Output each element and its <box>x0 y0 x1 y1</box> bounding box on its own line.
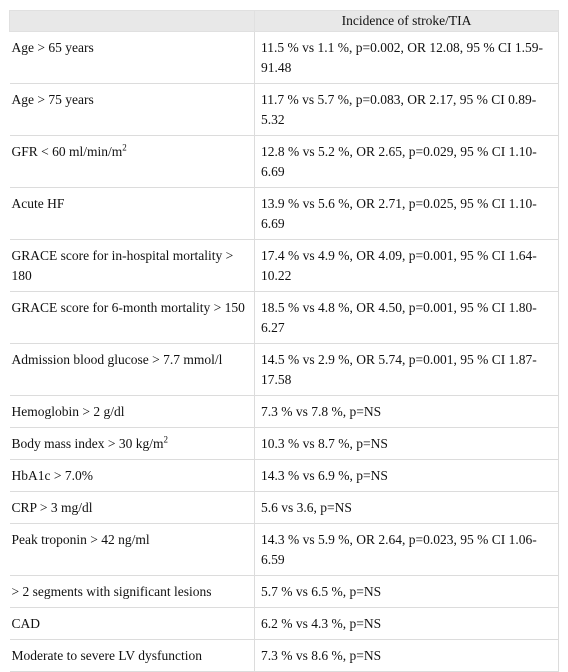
header-incidence-cell: Incidence of stroke/TIA <box>254 10 559 32</box>
row-label: GRACE score for in-hospital mortality > … <box>11 248 234 283</box>
row-label-cell: GFR < 60 ml/min/m2 <box>9 135 255 188</box>
row-value-cell: 7.3 % vs 8.6 %, p=NS <box>254 639 559 672</box>
header-variable-cell <box>9 10 255 32</box>
row-value-cell: 12.8 % vs 5.2 %, OR 2.65, p=0.029, 95 % … <box>254 135 559 188</box>
row-value-cell: 5.6 vs 3.6, p=NS <box>254 491 559 524</box>
row-label-cell: CRP > 3 mg/dl <box>9 491 255 524</box>
row-value-cell: 11.5 % vs 1.1 %, p=0.002, OR 12.08, 95 %… <box>254 31 559 84</box>
row-value-cell: 13.9 % vs 5.6 %, OR 2.71, p=0.025, 95 % … <box>254 187 559 240</box>
row-label: Body mass index > 30 kg/m <box>11 436 164 451</box>
row-label-cell: HbA1c > 7.0% <box>9 459 255 492</box>
row-label-cell: Body mass index > 30 kg/m2 <box>9 427 255 460</box>
row-label: GRACE score for 6-month mortality > 150 <box>11 300 245 315</box>
row-label-cell: CAD <box>9 607 255 640</box>
row-label: Age > 65 years <box>11 40 94 55</box>
row-label: Admission blood glucose > 7.7 mmol/l <box>11 352 223 367</box>
row-label-cell: Age > 65 years <box>9 31 255 84</box>
row-value-cell: 11.7 % vs 5.7 %, p=0.083, OR 2.17, 95 % … <box>254 83 559 136</box>
row-value-cell: 18.5 % vs 4.8 %, OR 4.50, p=0.001, 95 % … <box>254 291 559 344</box>
row-value-cell: 17.4 % vs 4.9 %, OR 4.09, p=0.001, 95 % … <box>254 239 559 292</box>
table-row: GRACE score for in-hospital mortality > … <box>9 239 559 292</box>
row-value-cell: 14.3 % vs 6.9 %, p=NS <box>254 459 559 492</box>
row-value-cell: 7.3 % vs 7.8 %, p=NS <box>254 395 559 428</box>
row-label: Hemoglobin > 2 g/dl <box>11 404 125 419</box>
row-label: Age > 75 years <box>11 92 94 107</box>
row-label: > 2 segments with significant lesions <box>11 584 212 599</box>
table-body: Age > 65 years 11.5 % vs 1.1 %, p=0.002, … <box>9 31 559 672</box>
row-label-cell: Acute HF <box>9 187 255 240</box>
row-label-superscript: 2 <box>122 142 127 153</box>
row-label-cell: > 2 segments with significant lesions <box>9 575 255 608</box>
row-label: Moderate to severe LV dysfunction <box>11 648 202 663</box>
row-label: HbA1c > 7.0% <box>11 468 93 483</box>
stroke-incidence-table: Incidence of stroke/TIA Age > 65 years 11… <box>9 10 559 672</box>
table-row: Hemoglobin > 2 g/dl 7.3 % vs 7.8 %, p=NS <box>9 395 559 428</box>
row-value-cell: 6.2 % vs 4.3 %, p=NS <box>254 607 559 640</box>
row-label-cell: GRACE score for in-hospital mortality > … <box>9 239 255 292</box>
row-label-cell: GRACE score for 6-month mortality > 150 <box>9 291 255 344</box>
row-label-cell: Age > 75 years <box>9 83 255 136</box>
table-row: GFR < 60 ml/min/m2 12.8 % vs 5.2 %, OR 2.… <box>9 135 559 188</box>
row-value-cell: 10.3 % vs 8.7 %, p=NS <box>254 427 559 460</box>
table-row: Acute HF 13.9 % vs 5.6 %, OR 2.71, p=0.02… <box>9 187 559 240</box>
row-label-cell: Peak troponin > 42 ng/ml <box>9 523 255 576</box>
row-label: Acute HF <box>11 196 65 211</box>
row-label: CRP > 3 mg/dl <box>11 500 93 515</box>
row-label-cell: Admission blood glucose > 7.7 mmol/l <box>9 343 255 396</box>
table-row: Age > 65 years 11.5 % vs 1.1 %, p=0.002, … <box>9 31 559 84</box>
table-row: GRACE score for 6-month mortality > 150 1… <box>9 291 559 344</box>
row-label: CAD <box>11 616 41 631</box>
table-row: Moderate to severe LV dysfunction 7.3 % v… <box>9 639 559 672</box>
table-row: CRP > 3 mg/dl 5.6 vs 3.6, p=NS <box>9 491 559 524</box>
table-header: Incidence of stroke/TIA <box>9 10 559 32</box>
row-value-cell: 14.3 % vs 5.9 %, OR 2.64, p=0.023, 95 % … <box>254 523 559 576</box>
table-row: Peak troponin > 42 ng/ml 14.3 % vs 5.9 %,… <box>9 523 559 576</box>
row-value-cell: 5.7 % vs 6.5 %, p=NS <box>254 575 559 608</box>
table-row: HbA1c > 7.0% 14.3 % vs 6.9 %, p=NS <box>9 459 559 492</box>
table-row: Admission blood glucose > 7.7 mmol/l 14.5… <box>9 343 559 396</box>
table-row: Age > 75 years 11.7 % vs 5.7 %, p=0.083, … <box>9 83 559 136</box>
row-label-cell: Moderate to severe LV dysfunction <box>9 639 255 672</box>
row-label-cell: Hemoglobin > 2 g/dl <box>9 395 255 428</box>
table-row: CAD 6.2 % vs 4.3 %, p=NS <box>9 607 559 640</box>
table-row: Body mass index > 30 kg/m2 10.3 % vs 8.7 … <box>9 427 559 460</box>
header-row: Incidence of stroke/TIA <box>9 10 559 32</box>
row-value-cell: 14.5 % vs 2.9 %, OR 5.74, p=0.001, 95 % … <box>254 343 559 396</box>
row-label: GFR < 60 ml/min/m <box>11 144 123 159</box>
row-label-superscript: 2 <box>163 434 169 445</box>
row-label: Peak troponin > 42 ng/ml <box>11 532 150 547</box>
table-row: > 2 segments with significant lesions 5.7… <box>9 575 559 608</box>
stroke-incidence-table-container: Incidence of stroke/TIA Age > 65 years 11… <box>9 10 559 672</box>
